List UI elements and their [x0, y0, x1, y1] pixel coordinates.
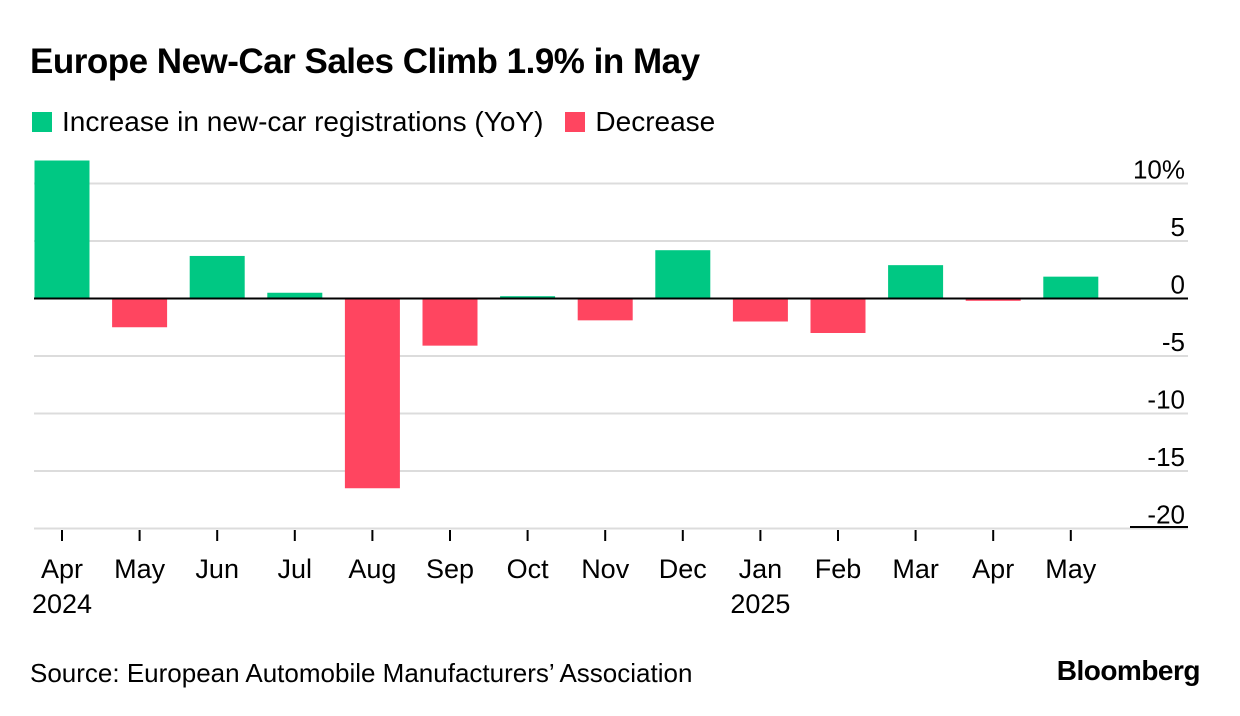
bar-10 [810, 298, 866, 333]
x-tick-label-8: Dec [659, 554, 707, 584]
bar-2 [189, 255, 245, 299]
x-tick-label-1: May [114, 554, 166, 584]
y-tick-label-6: -20 [1147, 500, 1185, 530]
x-tick-label-2: Jun [195, 554, 239, 584]
bar-12 [965, 298, 1021, 301]
bar-5 [422, 298, 478, 346]
x-tick-label-3: Jul [278, 554, 313, 584]
x-tick-label-9: Jan [739, 554, 783, 584]
y-tick-label-1: 5 [1171, 212, 1185, 242]
x-tick-label-6: Oct [507, 554, 550, 584]
bar-chart: 10% 5 0 -5 -10 -15 -20 Apr 2024 May Jun Jul Aug Sep Oc… [32, 155, 1188, 619]
y-tick-label-0: 10% [1133, 155, 1185, 185]
bar-6 [500, 296, 556, 299]
x-tick-label-10: Feb [815, 554, 862, 584]
bar-8 [655, 250, 711, 299]
x-tick-label-12: Apr [972, 554, 1014, 584]
legend-item-increase: Increase in new-car registrations (YoY) [32, 106, 543, 138]
y-tick-label-3: -5 [1162, 327, 1185, 357]
bar-4 [344, 298, 400, 489]
legend-swatch-decrease [565, 112, 586, 132]
bar-7 [577, 298, 633, 321]
x-tick-label-7: Nov [581, 554, 630, 584]
x-tick-label-5: Sep [426, 554, 474, 584]
x-tick-label-0: Apr [41, 554, 83, 584]
x-tick-label-11: Mar [892, 554, 939, 584]
legend-label-decrease: Decrease [595, 106, 716, 137]
x-tick-label-4: Aug [348, 554, 396, 584]
bar-11 [888, 265, 944, 299]
x-tick-label-13: May [1045, 554, 1097, 584]
bar-9 [732, 298, 788, 322]
chart-title: Europe New-Car Sales Climb 1.9% in May [30, 42, 700, 81]
bar-13 [1043, 276, 1099, 299]
y-tick-label-4: -10 [1147, 385, 1185, 415]
bar-1 [112, 298, 168, 328]
legend-label-increase: Increase in new-car registrations (YoY) [62, 106, 544, 137]
x-year-label-9: 2025 [730, 589, 790, 619]
legend-item-decrease: Decrease [565, 106, 715, 138]
bloomberg-logo: Bloomberg [1056, 655, 1201, 686]
bar-0 [34, 160, 90, 299]
x-year-label-0: 2024 [32, 589, 92, 619]
legend-swatch-increase [32, 112, 52, 132]
bar-3 [267, 292, 323, 299]
y-tick-label-5: -15 [1147, 442, 1185, 472]
source-note: Source: European Automobile Manufacturer… [30, 658, 693, 688]
y-tick-label-2: 0 [1171, 270, 1185, 300]
legend: Increase in new-car registrations (YoY) … [32, 106, 737, 138]
